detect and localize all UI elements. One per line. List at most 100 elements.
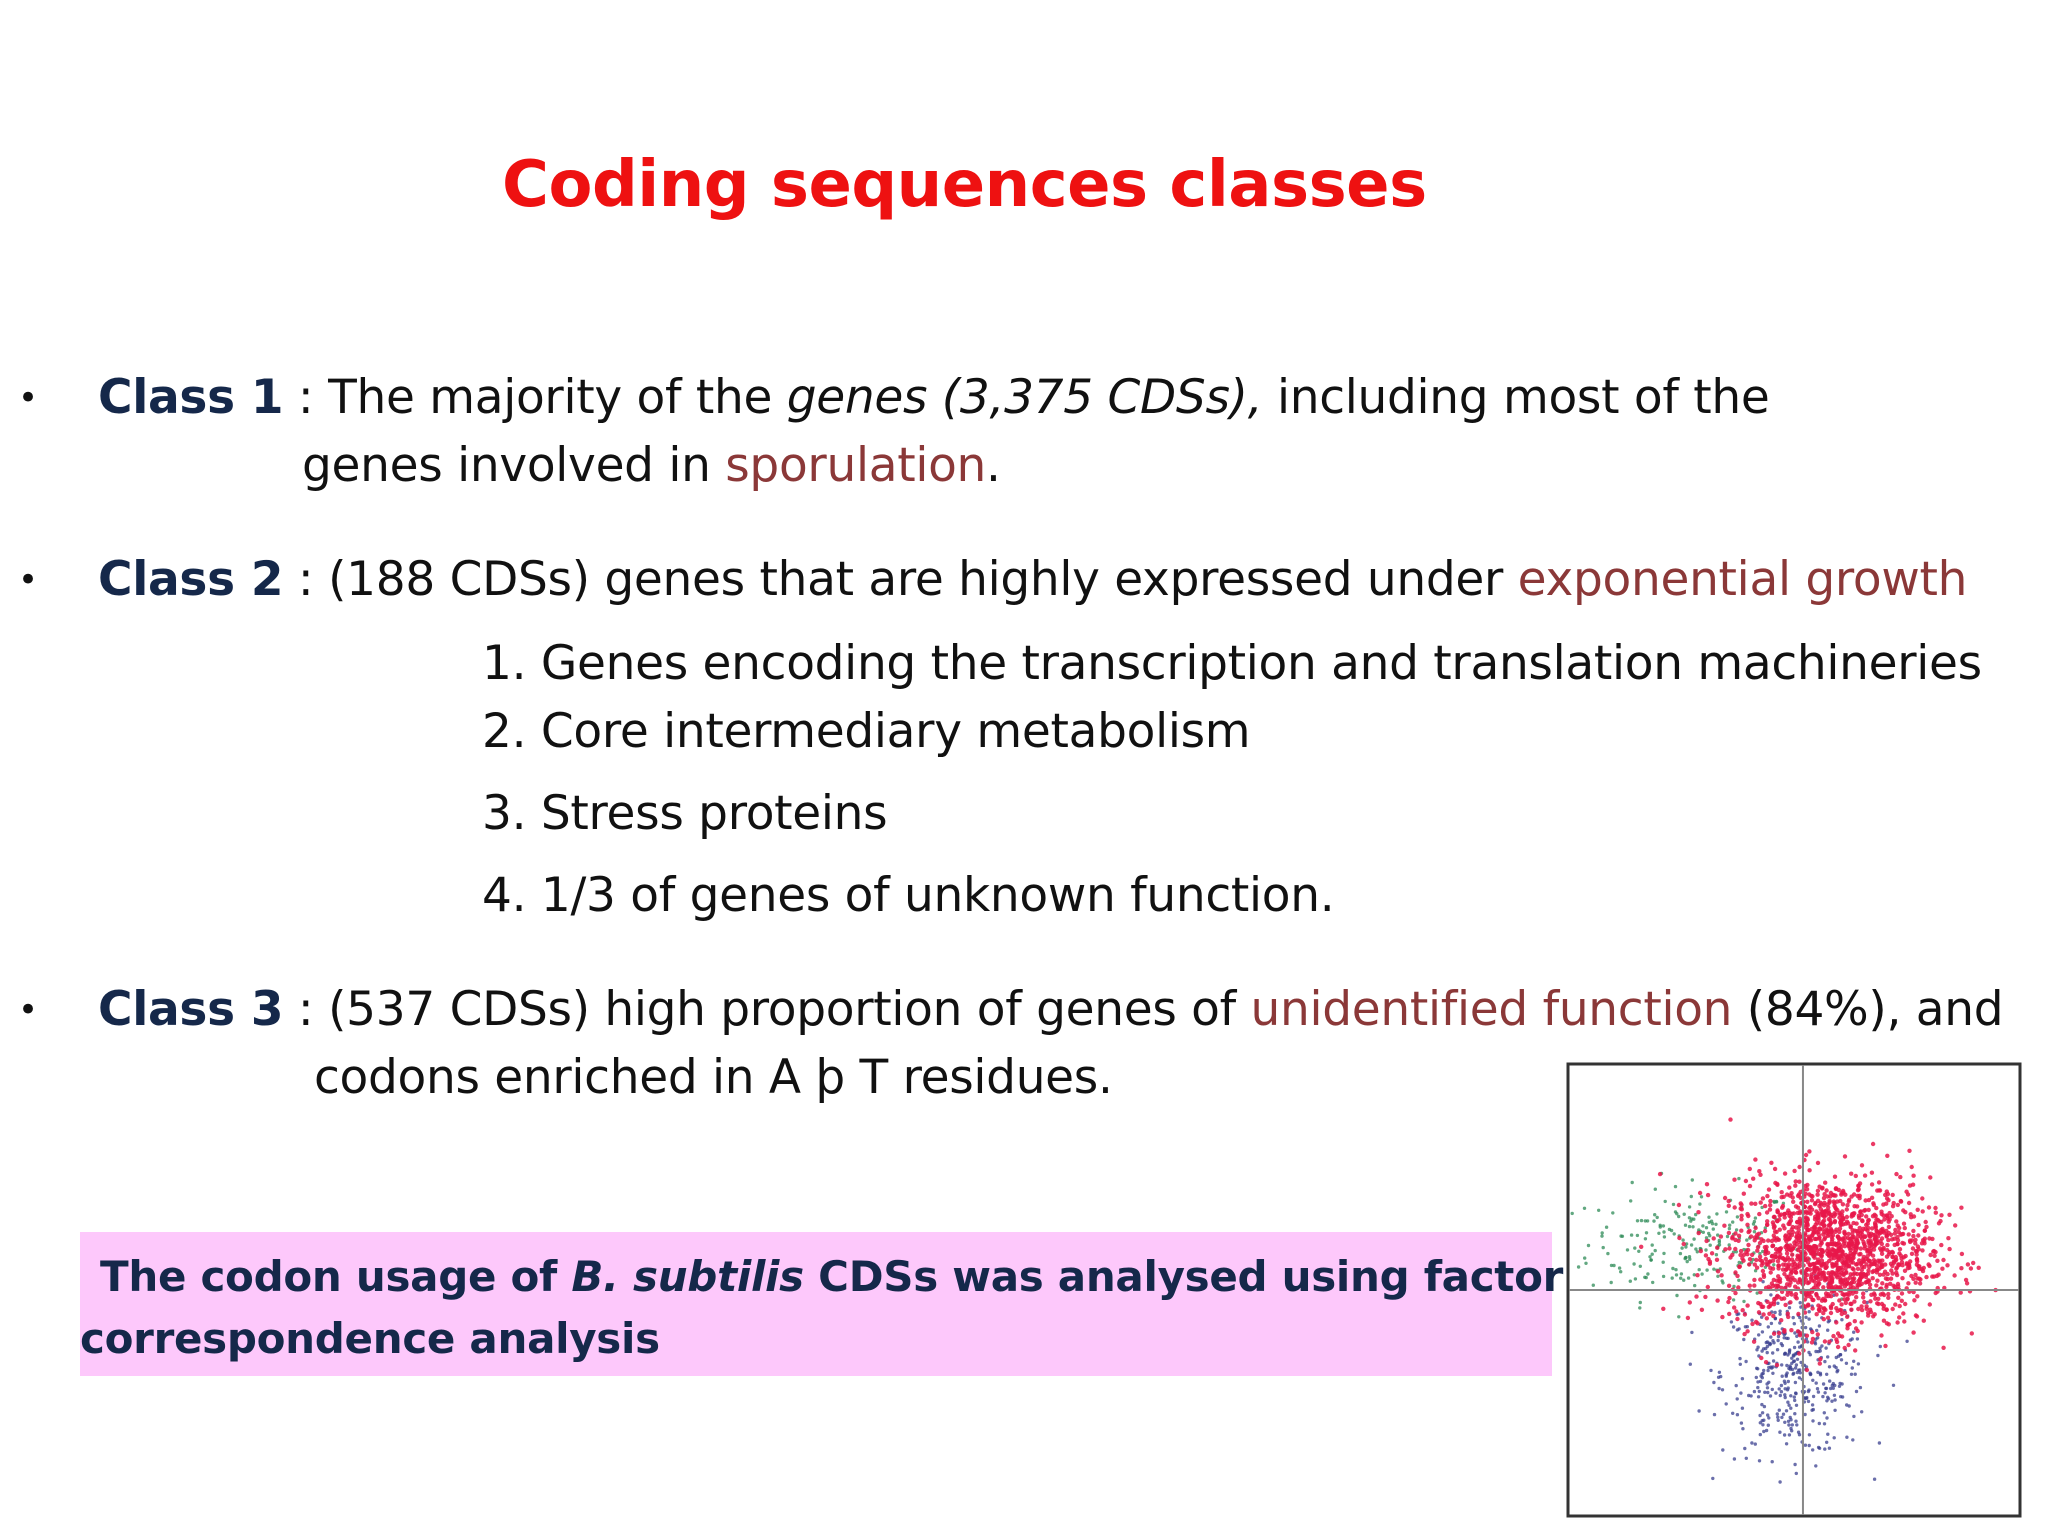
scatter-point [1821,1285,1826,1290]
scatter-point [1786,1379,1790,1384]
scatter-point [1712,1380,1716,1385]
scatter-point [1771,1359,1776,1363]
scatter-point [1847,1321,1852,1327]
scatter-point [1737,1264,1742,1270]
scatter-point [1871,1247,1877,1252]
scatter-point [1804,1245,1809,1251]
scatter-point [1976,1265,1981,1270]
scatter-point [1807,1149,1812,1154]
scatter-point [1767,1416,1771,1420]
scatter-point [1756,1310,1762,1315]
scatter-point [1739,1421,1744,1425]
scatter-point [1913,1248,1919,1254]
scatter-point [1845,1403,1849,1407]
scatter-point [1776,1418,1780,1422]
scatter-point [1716,1274,1720,1278]
scatter-point [1866,1197,1872,1203]
scatter-point [1655,1215,1659,1220]
scatter-point [1857,1252,1862,1257]
scatter-point [1822,1237,1827,1242]
scatter-point [1782,1171,1788,1176]
scatter-point [1939,1213,1944,1218]
scatter-point [1734,1228,1739,1232]
scatter-point [1786,1229,1791,1235]
scatter-point [1795,1329,1801,1334]
class-1-line-1: Class 1 : The majority of the genes (3,3… [98,370,1770,426]
scatter-point [1834,1320,1839,1325]
scatter-point [1831,1193,1837,1198]
scatter-point [1726,1283,1732,1288]
scatter-point [1835,1308,1840,1313]
scatter-point [1890,1249,1895,1255]
scatter-point [1644,1231,1649,1235]
class-3-sep: : [283,982,329,1037]
scatter-point [1854,1389,1859,1394]
scatter-point [1793,1366,1798,1370]
scatter-point [1775,1259,1781,1264]
scatter-point [1732,1305,1737,1310]
scatter-point [1817,1324,1822,1328]
scatter-point [1866,1225,1871,1231]
scatter-point [1697,1190,1703,1196]
scatter-point [1838,1353,1842,1357]
scatter-point [1717,1370,1722,1374]
scatter-point [1798,1368,1802,1372]
scatter-point [1787,1306,1792,1310]
scatter-point [1775,1209,1780,1214]
scatter-point [1858,1385,1863,1390]
scatter-point [1678,1251,1683,1256]
scatter-point [1838,1381,1842,1386]
scatter-point [1661,1260,1665,1264]
scatter-point [1826,1432,1830,1436]
scatter-point [1873,1213,1878,1219]
scatter-point [1804,1315,1808,1319]
scatter-point [1612,1263,1616,1268]
scatter-point [1840,1318,1844,1322]
scatter-point [1917,1281,1923,1286]
scatter-point [1735,1397,1739,1401]
scatter-point [1907,1238,1913,1243]
scatter-point [1846,1199,1851,1204]
scatter-point [1821,1394,1825,1399]
scatter-point [1855,1271,1860,1277]
scatter-point [1815,1192,1820,1197]
scatter-point [1731,1220,1735,1224]
scatter-point [1805,1221,1810,1226]
scatter-point [1814,1464,1818,1468]
scatter-point [1843,1300,1848,1306]
scatter-point [1854,1245,1860,1250]
scatter-point [1913,1280,1918,1285]
class-1-line2-a: genes involved in [302,438,726,493]
scatter-point [1769,1335,1773,1339]
scatter-point [1924,1224,1929,1230]
scatter-point [1842,1229,1847,1234]
scatter-point [1803,1396,1807,1400]
scatter-point [1803,1152,1809,1158]
scatter-point [1844,1214,1850,1220]
scatter-point [1824,1261,1829,1266]
class-2-exponential-growth: exponential growth [1517,552,1968,607]
scatter-point [1738,1201,1743,1206]
scatter-point [1845,1203,1850,1208]
scatter-point [1797,1264,1802,1269]
scatter-point [1779,1318,1784,1323]
scatter-point [1828,1379,1832,1383]
scatter-point [1871,1291,1877,1296]
scatter-point [1959,1266,1964,1271]
scatter-point [1782,1328,1787,1333]
scatter-point [1782,1433,1787,1437]
scatter-point [1762,1404,1767,1409]
scatter-point [1845,1314,1850,1319]
scatter-point [1726,1203,1731,1208]
scatter-point [1815,1188,1821,1193]
scatter-point [1745,1238,1749,1242]
scatter-point [1784,1374,1788,1378]
scatter-point [1856,1215,1862,1220]
scatter-point [1635,1219,1640,1223]
scatter-points [1570,1117,1998,1484]
scatter-point [1787,1349,1792,1353]
scatter-point [1879,1301,1885,1307]
scatter-point [1765,1260,1770,1265]
scatter-point [1829,1277,1835,1283]
scatter-point [1663,1199,1667,1204]
